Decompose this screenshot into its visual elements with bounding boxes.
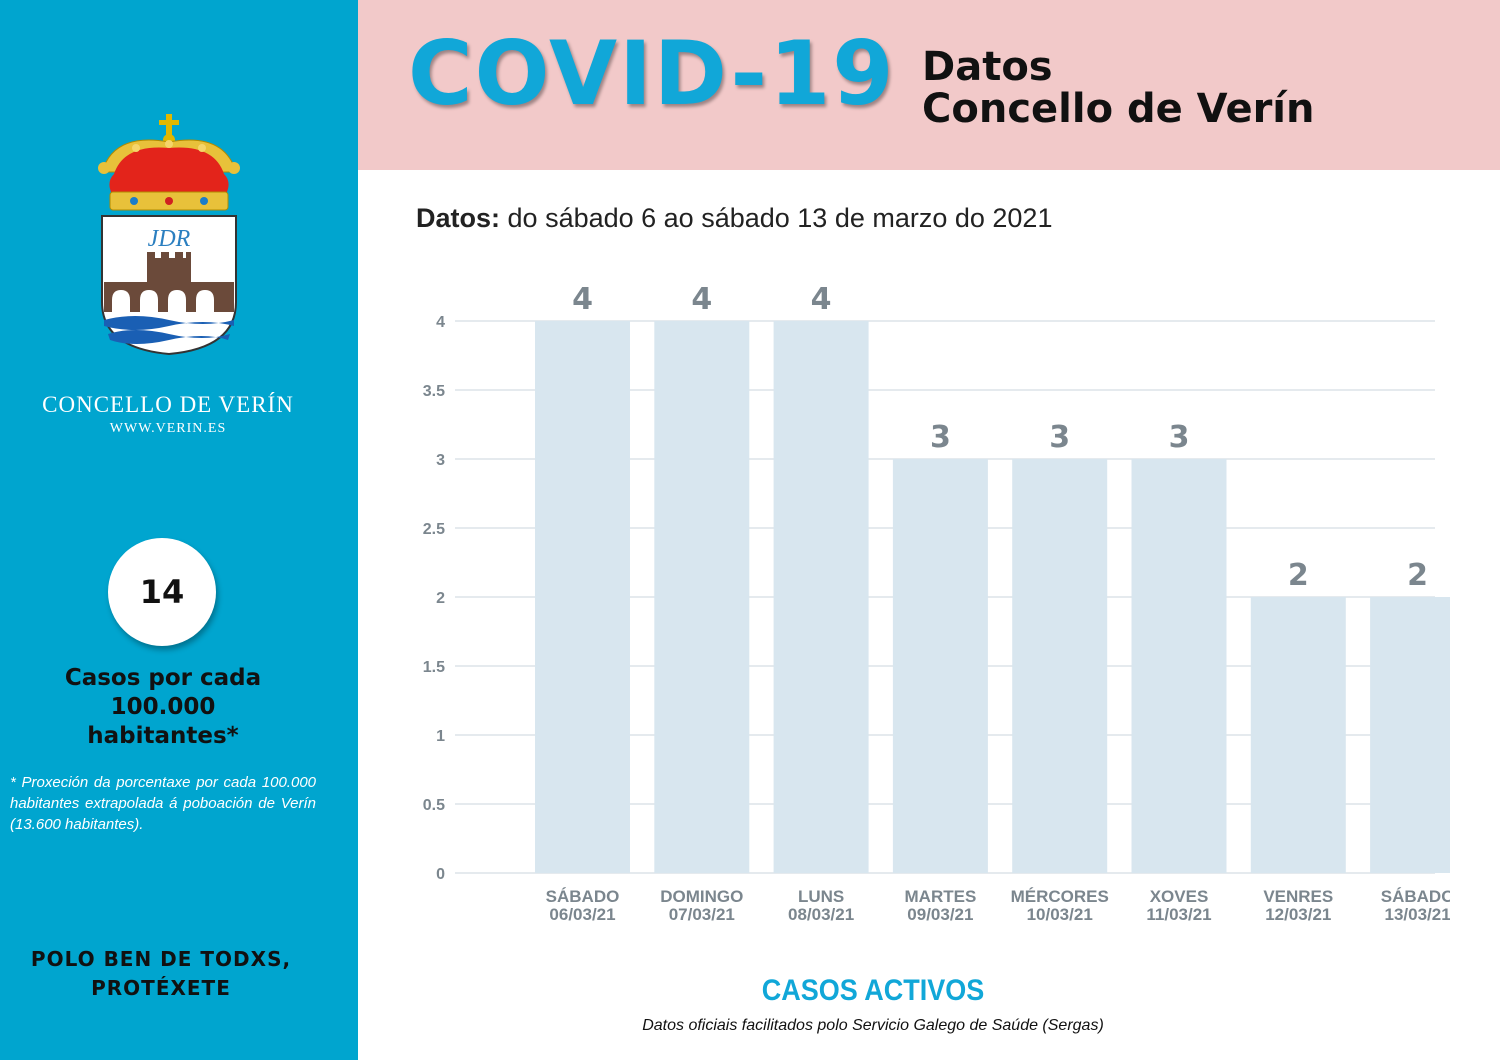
rate-value-badge: 14 — [108, 538, 216, 646]
y-tick-label: 1 — [436, 728, 445, 745]
bar-value-label: 3 — [1049, 420, 1070, 455]
y-tick-label: 3 — [436, 452, 445, 469]
x-tick-label-day: DOMINGO — [660, 887, 743, 906]
y-tick-label: 0 — [436, 866, 445, 883]
bar-value-label: 4 — [691, 282, 712, 317]
bar-chart: 00.511.522.533.544SÁBADO06/03/214DOMINGO… — [423, 282, 1450, 924]
footnote: * Proxeción da porcentaxe por cada 100.0… — [10, 774, 316, 833]
org-name: CONCELLO DE VERÍN — [42, 392, 294, 417]
x-tick-label-day: XOVES — [1150, 887, 1209, 906]
x-tick-label-date: 12/03/21 — [1265, 905, 1331, 924]
x-tick-label-day: SÁBADO — [1381, 887, 1450, 906]
rate-label: Casos por cada 100.000 habitantes* — [20, 664, 306, 751]
header-subtitle-line-2: Concello de Verín — [922, 86, 1315, 132]
page-title: COVID-19 — [408, 22, 896, 125]
bar — [1250, 597, 1346, 873]
date-range: Datos: do sábado 6 ao sábado 13 de marzo… — [416, 203, 1052, 234]
x-tick-label-day: MARTES — [905, 887, 977, 906]
coat-of-arms-icon: JDR — [98, 114, 240, 356]
date-range-text: do sábado 6 ao sábado 13 de marzo do 202… — [507, 203, 1053, 233]
header-subtitle: Datos Concello de Verín — [922, 46, 1314, 130]
x-tick-label-date: 10/03/21 — [1027, 905, 1093, 924]
bar-value-label: 4 — [811, 282, 832, 317]
y-tick-label: 2 — [436, 590, 445, 607]
date-range-label: Datos: — [416, 203, 501, 233]
data-source: Datos oficiais facilitados polo Servicio… — [642, 1017, 1104, 1034]
header-banner — [358, 0, 1500, 170]
bar — [773, 321, 869, 873]
y-tick-label: 4 — [436, 314, 445, 331]
chart-title: CASOS ACTIVOS — [761, 974, 985, 1007]
sidebar: JDR CONCELLO DE VERÍN WWW.VERIN.ES 14 Ca… — [0, 0, 358, 1060]
bar-value-label: 4 — [572, 282, 593, 317]
x-tick-label-day: LUNS — [798, 887, 844, 906]
y-tick-label: 3.5 — [423, 383, 445, 400]
bar-value-label: 3 — [930, 420, 951, 455]
org-website: WWW.VERIN.ES — [109, 421, 227, 436]
bar — [535, 321, 630, 873]
crest-monogram: JDR — [148, 226, 191, 252]
x-tick-label-date: 07/03/21 — [669, 905, 735, 924]
bar — [1370, 597, 1450, 873]
slogan-line-2: PROTÉXETE — [91, 976, 231, 1000]
x-tick-label-date: 06/03/21 — [549, 905, 615, 924]
x-tick-label-day: MÉRCORES — [1011, 887, 1109, 906]
x-tick-label-day: SÁBADO — [546, 887, 620, 906]
bar-value-label: 2 — [1288, 558, 1309, 593]
rate-label-line-3: habitantes* — [87, 723, 239, 749]
bar — [1131, 459, 1227, 873]
rate-label-line-2: 100.000 — [110, 694, 216, 720]
bar — [654, 321, 750, 873]
bar — [892, 459, 988, 873]
slogan-line-1: POLO BEN DE TODXS, — [30, 947, 292, 971]
x-tick-label-date: 09/03/21 — [907, 905, 973, 924]
header-subtitle-line-1: Datos — [922, 44, 1053, 90]
bar-value-label: 3 — [1169, 420, 1190, 455]
x-tick-label-date: 08/03/21 — [788, 905, 854, 924]
x-tick-label-day: VENRES — [1263, 887, 1333, 906]
x-tick-label-date: 11/03/21 — [1146, 905, 1211, 924]
y-tick-label: 0.5 — [423, 797, 445, 814]
bar — [1012, 459, 1108, 873]
bar-value-label: 2 — [1407, 558, 1428, 593]
slogan: POLO BEN DE TODXS, PROTÉXETE — [0, 945, 322, 1003]
x-tick-label-date: 13/03/21 — [1385, 905, 1450, 924]
y-tick-label: 2.5 — [423, 521, 445, 538]
rate-label-line-1: Casos por cada — [64, 665, 262, 691]
y-tick-label: 1.5 — [423, 659, 445, 676]
